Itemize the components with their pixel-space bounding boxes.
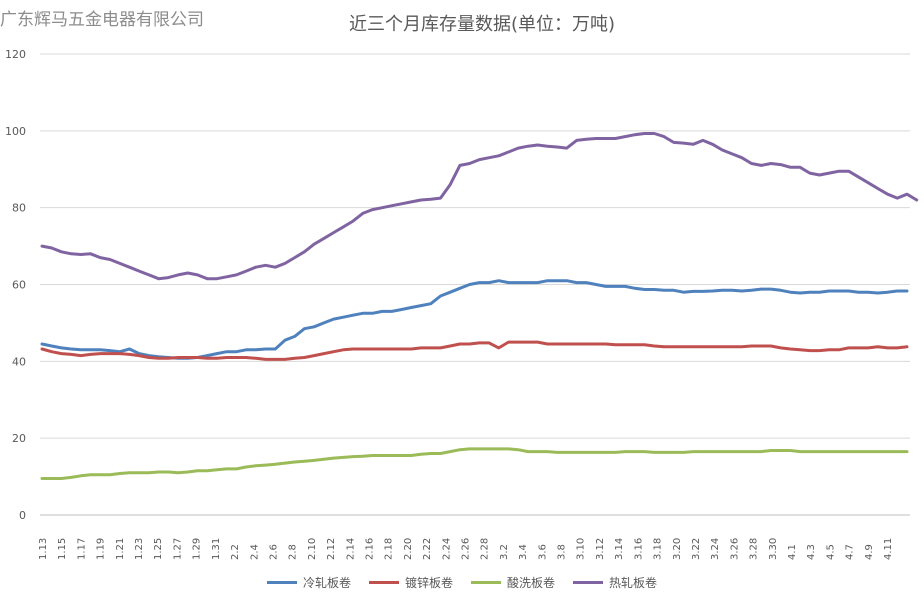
grid-lines [40,53,910,516]
x-tick-label: 3.26 [729,538,740,560]
y-tick-label: 60 [12,279,26,292]
x-tick-label: 2.22 [422,538,433,560]
x-tick-label: 1.21 [115,538,126,560]
x-tick-label: 2.6 [268,544,279,560]
legend-item-0: 冷轧板卷 [266,574,351,591]
x-tick-label: 3.28 [749,538,760,560]
legend-swatch [573,581,604,584]
legend-label: 冷轧板卷 [302,576,351,590]
x-tick-label: 2.8 [288,544,299,560]
x-tick-label: 2.24 [441,538,452,560]
x-tick-label: 1.31 [211,538,222,560]
series-line-2 [40,447,909,480]
x-tick-label: 1.27 [172,538,183,560]
legend-label: 热轧板卷 [609,576,658,590]
y-tick-label: 100 [5,125,26,138]
x-tick-label: 2.2 [230,544,241,560]
series-line-1 [40,340,909,361]
legend-label: 酸洗板卷 [507,576,556,590]
chart-title: 近三个月库存量数据(单位：万吨) [348,14,616,35]
x-tick-label: 2.10 [307,538,318,560]
x-tick-label: 3.14 [614,538,625,560]
x-tick-label: 4.11 [883,538,894,560]
x-tick-label: 1.25 [153,538,164,560]
x-tick-label: 3.6 [537,544,548,560]
x-tick-label: 2.20 [403,538,414,560]
x-tick-label: 3.16 [633,538,644,560]
y-tick-label: 80 [12,202,26,215]
x-tick-label: 2.18 [384,538,395,560]
x-tick-label: 2.14 [345,538,356,560]
x-tick-label: 2.12 [326,538,337,560]
x-tick-label: 3.12 [595,538,606,560]
x-tick-label: 3.24 [710,538,721,560]
legend-label: 镀锌板卷 [404,576,453,590]
x-tick-label: 3.4 [518,544,529,560]
x-tick-label: 1.15 [57,538,68,560]
x-tick-label: 3.30 [768,538,779,560]
legend-swatch [266,581,297,584]
x-tick-label: 4.9 [864,544,875,560]
y-tick-label: 20 [12,432,26,445]
x-tick-label: 4.7 [845,544,856,560]
x-tick-label: 3.2 [499,544,510,560]
legend-item-3: 热轧板卷 [573,574,657,591]
x-tick-label: 2.26 [461,538,472,560]
x-tick-label: 1.17 [76,538,87,560]
chart-legend: 冷轧板卷 镀锌板卷 酸洗板卷 热轧板卷 [0,574,924,591]
series-lines [40,132,919,480]
legend-item-2: 酸洗板卷 [471,574,555,591]
x-tick-label: 1.29 [192,538,203,560]
series-line-3 [40,132,919,281]
x-tick-label: 3.20 [672,538,683,560]
x-tick-label: 1.23 [134,538,145,560]
x-tick-label: 2.16 [364,538,375,560]
x-tick-label: 3.18 [653,538,664,560]
x-tick-label: 4.3 [806,544,817,560]
company-watermark: 广东辉马五金电器有限公司 [0,10,204,30]
x-tick-label: 1.19 [96,538,107,560]
y-axis-ticks: 0 20 40 60 80 100 120 [5,48,26,522]
legend-swatch [368,581,399,584]
x-axis-ticks: 1.13 1.15 1.17 1.19 1.21 1.23 1.25 1.27 1.29 1.31… [38,538,894,560]
x-tick-label: 3.22 [691,538,702,560]
y-tick-label: 120 [5,48,26,61]
legend-swatch [471,581,501,584]
x-tick-label: 4.5 [825,544,836,560]
x-tick-label: 4.1 [787,544,798,560]
x-tick-label: 2.28 [480,538,491,560]
x-tick-label: 3.10 [576,538,587,560]
x-tick-label: 3.8 [557,544,568,560]
y-tick-label: 0 [19,509,26,522]
legend-item-1: 镀锌板卷 [368,574,453,591]
x-tick-label: 2.4 [249,544,260,560]
x-tick-label: 1.13 [38,538,49,560]
y-tick-label: 40 [12,355,26,368]
